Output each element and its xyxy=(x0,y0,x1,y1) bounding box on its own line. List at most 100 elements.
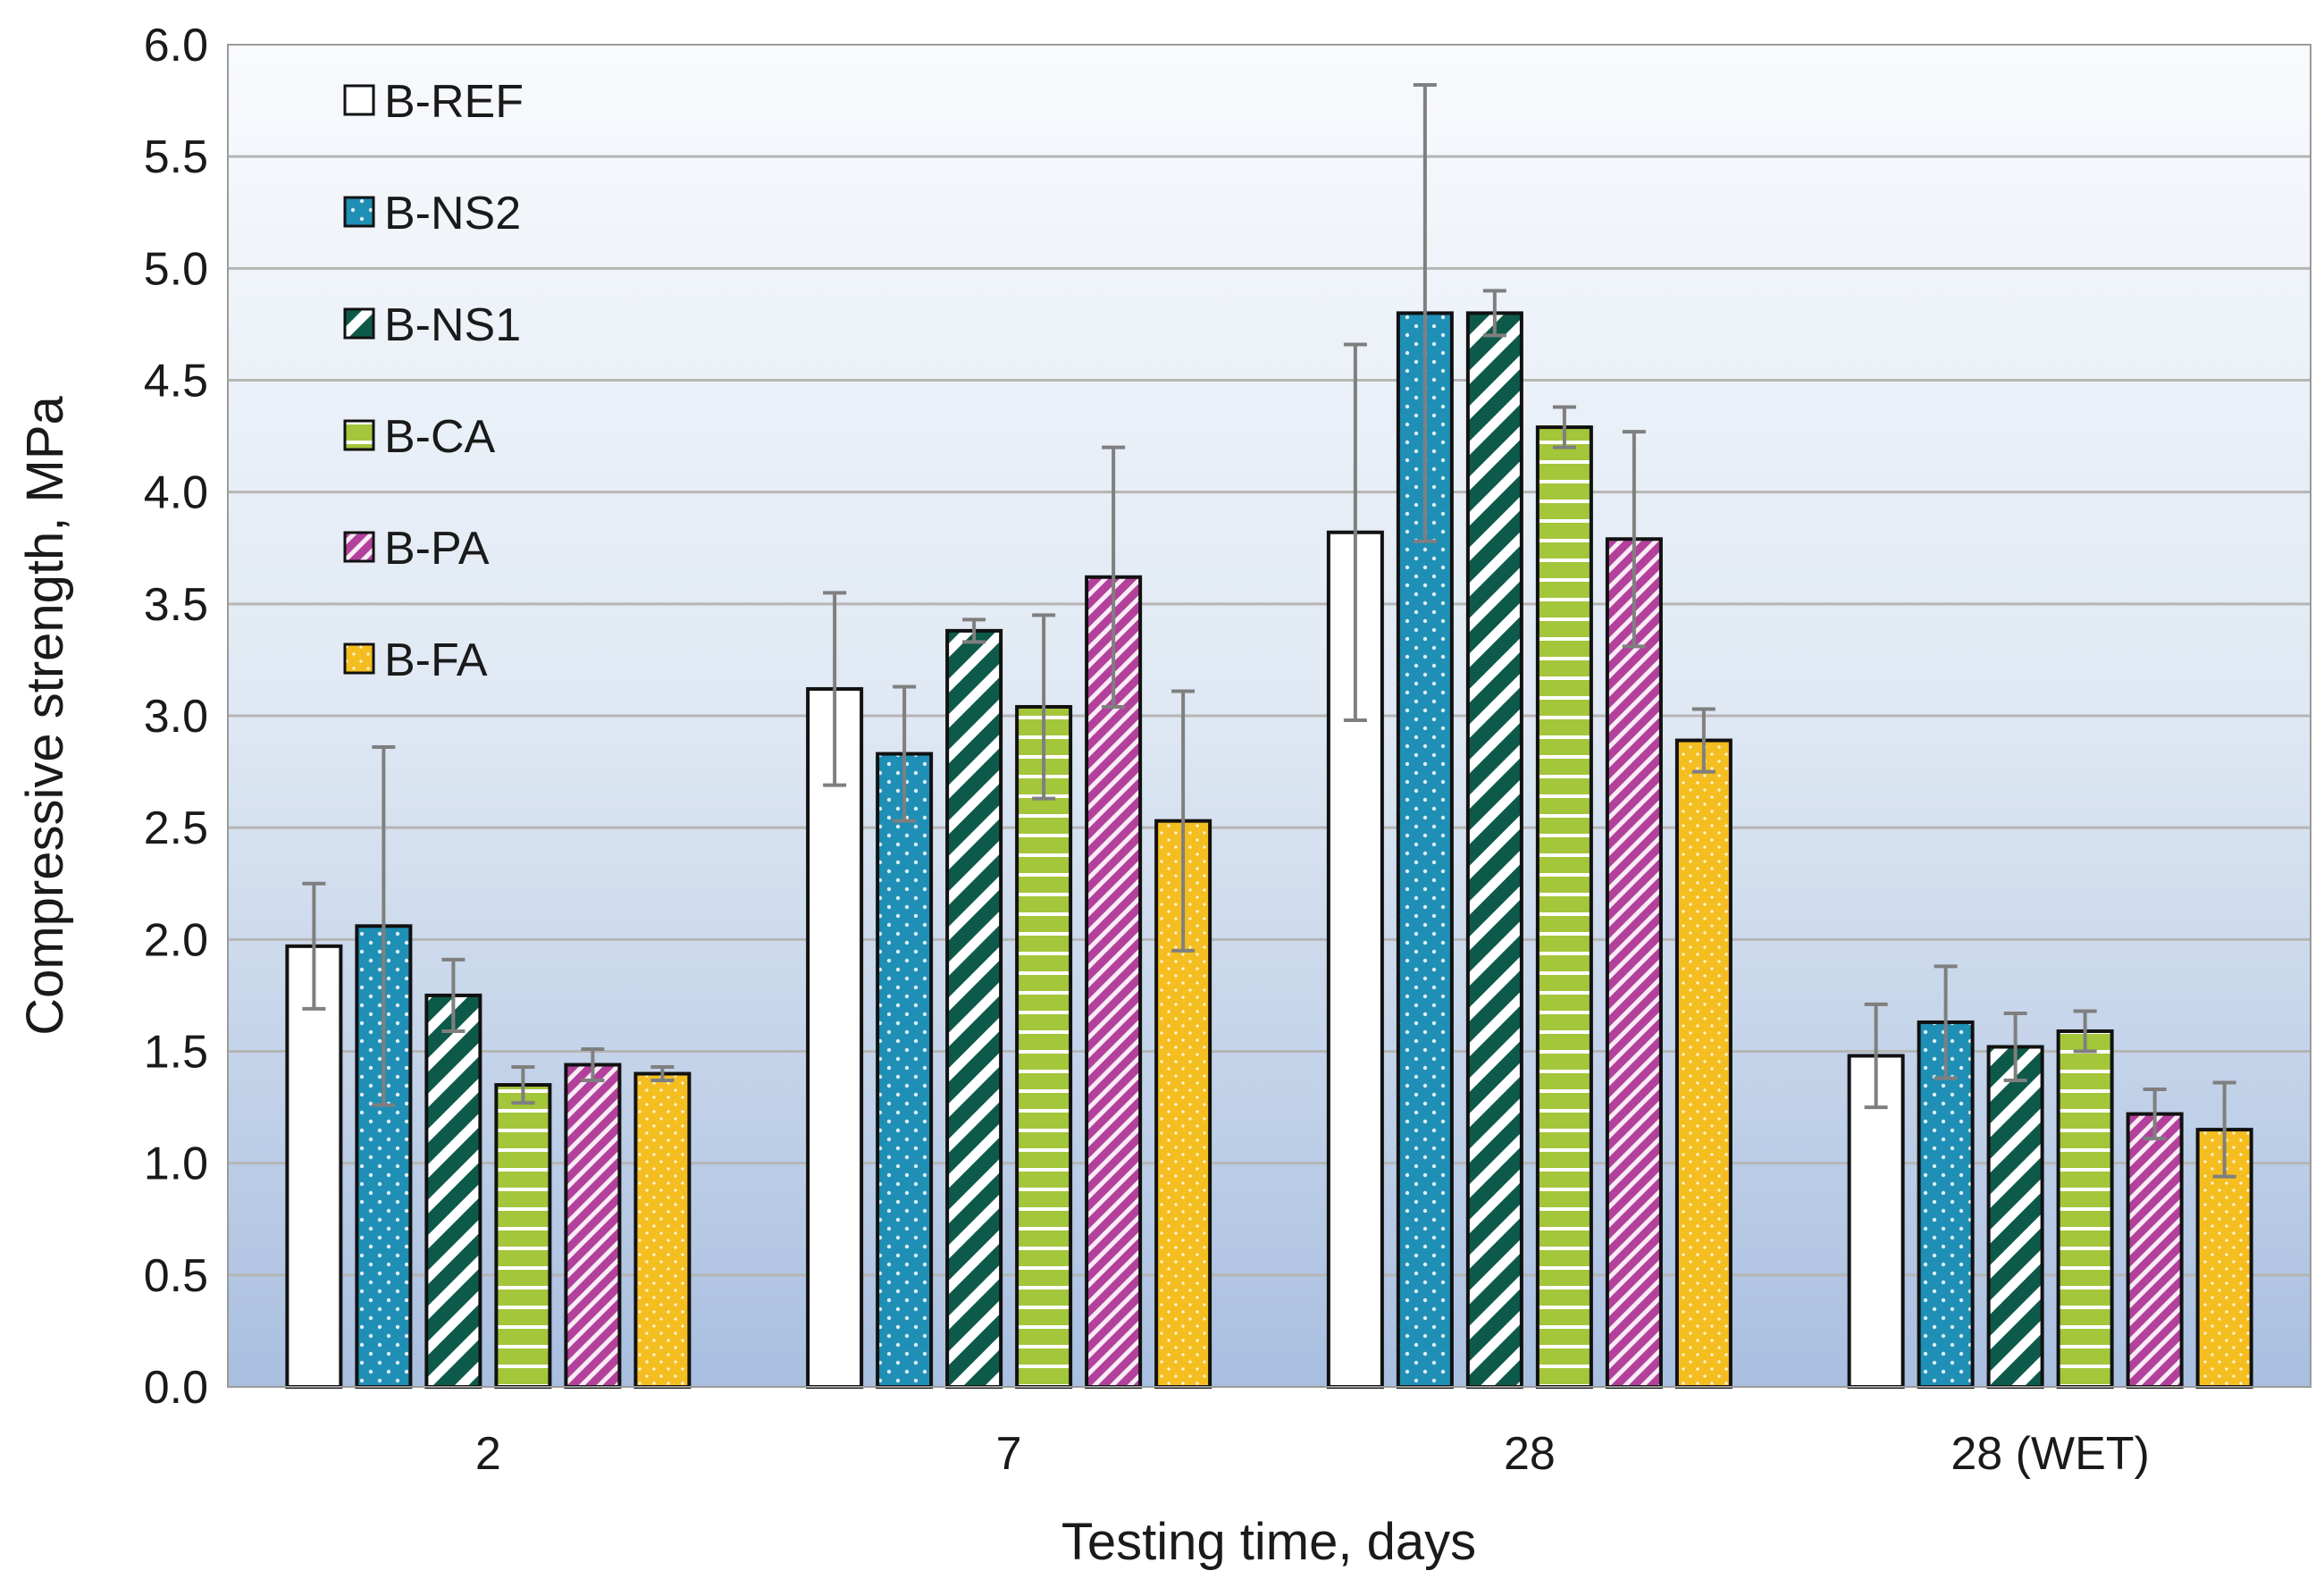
legend: B-REF B-NS2 B-NS1 B-CA B-PA B-FA xyxy=(343,76,524,686)
error-bar xyxy=(372,745,396,1107)
bar-pattern xyxy=(2058,1030,2112,1387)
bar xyxy=(876,752,934,1389)
x-tick-label: 28 (WET) xyxy=(1951,1428,2149,1480)
bar-pattern xyxy=(1086,576,1141,1387)
bar-fill xyxy=(1849,1055,1903,1387)
x-axis-title: Testing time, days xyxy=(1061,1513,1476,1571)
bar-pattern xyxy=(1988,1046,2043,1387)
error-bar xyxy=(893,685,917,823)
legend-swatch-outline xyxy=(343,531,375,563)
legend-swatch-outline xyxy=(343,307,375,340)
bar xyxy=(424,993,482,1389)
bar xyxy=(633,1071,692,1389)
bar xyxy=(1986,1045,2044,1389)
bar-pattern xyxy=(1607,539,1661,1387)
legend-label: B-PA xyxy=(384,523,490,575)
legend-swatch-outline xyxy=(343,196,375,228)
error-bar xyxy=(302,881,326,1011)
error-bars xyxy=(302,83,2236,1179)
error-bar xyxy=(1343,342,1367,723)
legend-label: B-FA xyxy=(384,634,488,686)
y-tick-label: 5.5 xyxy=(144,131,208,183)
bar xyxy=(285,944,343,1390)
bar xyxy=(1674,738,1733,1389)
legend-label: B-CA xyxy=(384,411,496,463)
bar-pattern xyxy=(947,630,1002,1387)
bar-pattern xyxy=(1537,427,1591,1387)
error-bar xyxy=(1032,613,1056,801)
error-bar xyxy=(962,617,986,644)
bar xyxy=(2056,1029,2114,1389)
error-bar xyxy=(1413,83,1437,543)
error-bar xyxy=(2212,1080,2236,1179)
error-bar xyxy=(1482,289,1506,338)
bar xyxy=(2126,1112,2184,1390)
error-bar xyxy=(1934,964,1958,1080)
x-tick-label: 7 xyxy=(996,1428,1022,1480)
error-bar xyxy=(2143,1088,2167,1141)
legend-item: B-CA xyxy=(343,411,496,463)
bar-pattern xyxy=(426,995,481,1387)
legend-swatch-pattern xyxy=(345,644,373,673)
error-bar xyxy=(650,1065,675,1083)
bar-fill xyxy=(808,688,862,1387)
legend-item: B-FA xyxy=(343,634,488,686)
y-tick-label: 4.0 xyxy=(144,467,208,519)
y-tick-label: 2.0 xyxy=(144,914,208,966)
legend-label: B-REF xyxy=(384,76,524,128)
bar-pattern xyxy=(2127,1113,2182,1387)
error-bar xyxy=(511,1065,535,1105)
y-tick-label: 0.0 xyxy=(144,1362,208,1414)
y-tick-label: 1.0 xyxy=(144,1138,208,1190)
y-tick-label: 5.0 xyxy=(144,243,208,295)
bar-pattern xyxy=(1676,740,1731,1387)
legend-swatch-pattern xyxy=(345,421,373,449)
y-tick-label: 2.5 xyxy=(144,802,208,854)
bar xyxy=(1465,311,1523,1389)
bar xyxy=(355,924,413,1389)
x-tick-label: 2 xyxy=(475,1428,501,1480)
legend-swatch-pattern xyxy=(345,533,373,561)
bar-fill xyxy=(287,945,341,1387)
bar xyxy=(806,686,864,1389)
bar xyxy=(1015,704,1073,1389)
bar xyxy=(945,628,1003,1389)
bar xyxy=(564,1063,622,1390)
error-bar xyxy=(1171,689,1196,953)
bar-pattern xyxy=(496,1085,550,1387)
bar-pattern xyxy=(566,1064,620,1387)
legend-item: B-NS2 xyxy=(343,188,521,239)
y-tick-label: 1.5 xyxy=(144,1027,208,1079)
x-axis-ticks: 2 7 28 28 (WET) xyxy=(475,1428,2150,1480)
x-tick-label: 28 xyxy=(1504,1428,1556,1480)
bar xyxy=(494,1083,552,1390)
legend-swatch-pattern xyxy=(345,197,373,226)
error-bar xyxy=(1552,405,1576,449)
error-bar xyxy=(1864,1002,1888,1110)
error-bar xyxy=(1622,430,1646,649)
y-tick-label: 0.5 xyxy=(144,1250,208,1302)
legend-swatch-pattern xyxy=(345,309,373,338)
bar-pattern xyxy=(877,753,932,1387)
bar-pattern xyxy=(1467,313,1522,1387)
y-tick-label: 4.5 xyxy=(144,356,208,407)
y-axis-ticks: 0.0 0.5 1.0 1.5 2.0 2.5 3.0 3.5 4.0 4.5 5.0 5.5 6.0 xyxy=(144,20,208,1414)
legend-label: B-NS1 xyxy=(384,299,521,351)
legend-item: B-PA xyxy=(343,523,490,575)
legend-swatch-outline xyxy=(343,643,375,675)
error-bar xyxy=(441,957,466,1033)
gridlines xyxy=(228,155,2311,1277)
legend-swatch-outline xyxy=(343,419,375,451)
bar-pattern xyxy=(1017,706,1071,1387)
legend-label: B-NS2 xyxy=(384,188,521,239)
bar-pattern xyxy=(635,1073,690,1387)
error-bar xyxy=(1102,445,1126,709)
legend-item: B-NS1 xyxy=(343,299,521,351)
legend-item: B-REF xyxy=(343,76,524,128)
y-tick-label: 3.0 xyxy=(144,691,208,743)
legend-swatch-outline xyxy=(343,84,375,116)
y-tick-label: 3.5 xyxy=(144,579,208,631)
y-tick-label: 6.0 xyxy=(144,20,208,71)
bar xyxy=(1605,537,1663,1389)
